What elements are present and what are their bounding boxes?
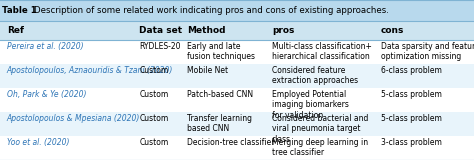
Text: Considered feature
extraction approaches: Considered feature extraction approaches <box>272 66 358 85</box>
Text: Custom: Custom <box>139 90 169 99</box>
Text: Employed Potential
imaging biomarkers
for validation: Employed Potential imaging biomarkers fo… <box>272 90 349 120</box>
Text: Data sparsity and feature
optimization missing: Data sparsity and feature optimization m… <box>381 42 474 61</box>
Text: Method: Method <box>187 26 225 35</box>
Text: 5-class problem: 5-class problem <box>381 114 442 123</box>
Text: Merging deep learning in
tree classifier: Merging deep learning in tree classifier <box>272 138 368 157</box>
Text: cons: cons <box>381 26 404 35</box>
Text: Custom: Custom <box>139 114 169 123</box>
Text: Apostolopoulos & Mpesiana (2020): Apostolopoulos & Mpesiana (2020) <box>7 114 140 123</box>
Bar <box>0 112 474 136</box>
Text: Yoo et al. (2020): Yoo et al. (2020) <box>7 138 69 147</box>
Text: Patch-based CNN: Patch-based CNN <box>187 90 253 99</box>
Bar <box>0 0 474 21</box>
Text: Decision-tree classifier: Decision-tree classifier <box>187 138 274 147</box>
Text: Ref: Ref <box>7 26 24 35</box>
Text: Mobile Net: Mobile Net <box>187 66 228 75</box>
Text: Multi-class classification+
hierarchical classification: Multi-class classification+ hierarchical… <box>272 42 372 61</box>
Bar <box>0 64 474 88</box>
Text: 3-class problem: 3-class problem <box>381 138 442 147</box>
Text: Data set: Data set <box>139 26 182 35</box>
Text: Considered bacterial and
viral pneumonia target
class: Considered bacterial and viral pneumonia… <box>272 114 368 144</box>
Text: Table 1: Table 1 <box>2 6 37 15</box>
Text: pros: pros <box>272 26 294 35</box>
Text: Transfer learning
based CNN: Transfer learning based CNN <box>187 114 252 133</box>
Text: Pereira et al. (2020): Pereira et al. (2020) <box>7 42 83 51</box>
Text: Oh, Park & Ye (2020): Oh, Park & Ye (2020) <box>7 90 86 99</box>
Bar <box>0 88 474 112</box>
Bar <box>0 40 474 64</box>
Text: Apostolopoulos, Aznaouridis & Tzani (2020): Apostolopoulos, Aznaouridis & Tzani (202… <box>7 66 173 75</box>
Text: 5-class problem: 5-class problem <box>381 90 442 99</box>
Text: Custom: Custom <box>139 66 169 75</box>
Text: Description of some related work indicating pros and cons of existing approaches: Description of some related work indicat… <box>34 6 389 15</box>
Text: 6-class problem: 6-class problem <box>381 66 442 75</box>
Text: RYDLES-20: RYDLES-20 <box>139 42 181 51</box>
Text: Custom: Custom <box>139 138 169 147</box>
Bar <box>0 136 474 160</box>
Bar <box>0 21 474 40</box>
Text: Early and late
fusion techniques: Early and late fusion techniques <box>187 42 255 61</box>
